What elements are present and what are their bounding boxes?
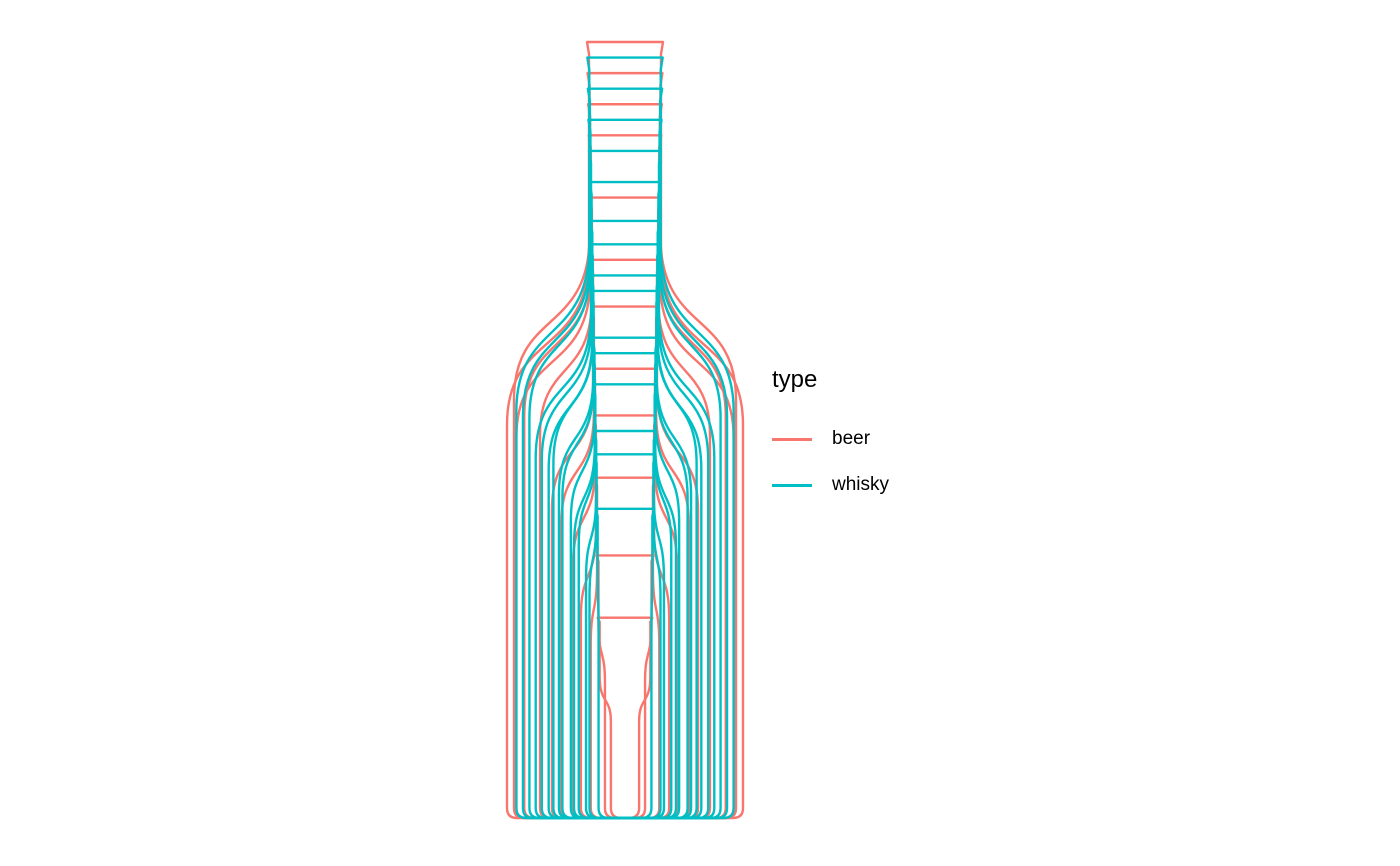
- legend-label-whisky: whisky: [832, 474, 890, 495]
- legend-title: type: [772, 366, 818, 393]
- bottle-outline-beer-1: [505, 40, 745, 820]
- bottle-outline-whisky-24: [577, 383, 673, 820]
- legend-label-beer: beer: [832, 428, 871, 449]
- bottle-outline-whisky-27: [594, 507, 656, 820]
- bottle-outline-whisky-13: [515, 56, 735, 820]
- bottle-outline-whisky-17: [540, 180, 710, 820]
- legend-key-beer: [772, 437, 812, 441]
- legend-item-beer: beer: [772, 416, 889, 462]
- bottle-outline-whisky-14: [521, 87, 729, 820]
- legend-item-whisky: whisky: [772, 462, 889, 508]
- legend: type beer whisky: [772, 366, 889, 508]
- bottle-outline-whisky-15: [528, 118, 722, 820]
- bottle-outline-beer-11: [595, 554, 655, 820]
- bottle-outline-beer-2: [512, 71, 738, 820]
- bottle-outline-whisky-26: [588, 453, 662, 820]
- bottle-outline-whisky-21: [561, 289, 689, 820]
- legend-key-whisky: [772, 483, 812, 487]
